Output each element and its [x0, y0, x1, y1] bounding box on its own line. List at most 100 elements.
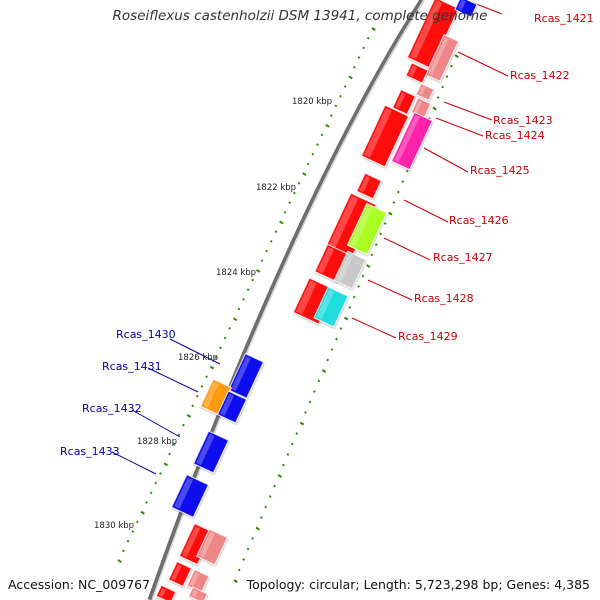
gene-label-rcas_1430[interactable]: Rcas_1430	[116, 328, 176, 341]
gene-label-rcas_1423[interactable]: Rcas_1423	[493, 114, 553, 127]
leader-line	[351, 317, 397, 339]
scale-tick	[311, 152, 315, 156]
scale-tick	[290, 442, 294, 446]
scale-tick	[159, 472, 162, 475]
scale-tick	[436, 96, 440, 99]
gene-label-rcas_1426[interactable]: Rcas_1426	[449, 214, 509, 227]
scale-tick	[405, 169, 409, 173]
gene-feature[interactable]	[292, 277, 336, 325]
genome-backbone	[147, 0, 425, 600]
leader-line	[131, 409, 181, 438]
gene-label-rcas_1425[interactable]: Rcas_1425	[470, 164, 530, 177]
scale-tick	[277, 474, 283, 478]
scale-tick	[168, 452, 171, 456]
scale-tick	[288, 201, 292, 205]
scale-tick	[232, 317, 238, 322]
scale-tick	[374, 243, 378, 246]
scale-tick	[357, 56, 361, 59]
kbp-label: 1824 kbp	[216, 268, 256, 278]
scale-tick	[274, 230, 278, 234]
scale-tick	[131, 530, 135, 533]
gene-feature[interactable]	[170, 474, 210, 518]
gene-feature[interactable]	[415, 83, 435, 101]
scale-tick	[163, 462, 169, 467]
scale-tick	[283, 210, 287, 214]
gene-feature[interactable]	[186, 568, 210, 594]
scale-ticks	[117, 27, 459, 583]
scale-tick	[348, 306, 352, 309]
page-title: Roseiflexus castenholzii DSM 13941, comp…	[112, 8, 488, 24]
gene-label-rcas_1422[interactable]: Rcas_1422	[510, 69, 570, 82]
gene-feature[interactable]	[391, 89, 417, 115]
gene-label-rcas_1424[interactable]: Rcas_1424	[485, 129, 545, 142]
scale-tick	[388, 211, 393, 216]
scale-tick	[427, 117, 431, 120]
gene-feature[interactable]	[356, 172, 382, 200]
leader-line	[383, 237, 431, 261]
scale-tick	[392, 201, 396, 204]
gene-feature[interactable]	[390, 111, 434, 171]
scale-tick	[255, 526, 260, 531]
gene-label-rcas_1433[interactable]: Rcas_1433	[60, 445, 120, 458]
kbp-label: 1826 kbp	[178, 353, 218, 363]
scale-tick	[321, 369, 327, 373]
gene-label-rcas_1429[interactable]: Rcas_1429	[398, 330, 458, 343]
gene-feature[interactable]	[155, 584, 177, 600]
gene-label-rcas_1431[interactable]: Rcas_1431	[102, 360, 162, 373]
scale-tick	[186, 414, 192, 418]
scale-tick	[259, 516, 263, 519]
gene-feature[interactable]	[196, 528, 228, 566]
leader-line	[111, 451, 157, 475]
scale-tick	[260, 259, 264, 263]
scale-tick	[223, 336, 227, 340]
gene-feature[interactable]	[424, 34, 460, 82]
scale-tick	[306, 162, 310, 166]
scale-tick	[454, 54, 459, 58]
gene-feature[interactable]	[313, 286, 349, 328]
kbp-label: 1828 kbp	[137, 437, 177, 447]
scale-tick	[334, 104, 338, 108]
scale-tick	[251, 537, 254, 540]
scale-tick	[242, 297, 245, 301]
leader-line	[169, 338, 221, 365]
scale-tick	[140, 510, 145, 515]
scale-tick	[182, 423, 185, 427]
scale-tick	[397, 190, 400, 194]
gene-label-rcas_1421[interactable]: Rcas_1421	[534, 12, 594, 25]
scale-tick	[325, 123, 330, 128]
scale-tick	[219, 346, 222, 350]
gene-feature[interactable]	[333, 250, 367, 290]
scale-tick	[450, 64, 453, 68]
gene-label-rcas_1427[interactable]: Rcas_1427	[433, 251, 493, 264]
kbp-label: 1822 kbp	[256, 183, 296, 193]
gene-feature[interactable]	[216, 390, 248, 424]
gene-feature[interactable]	[167, 561, 193, 587]
gene-label-rcas_1428[interactable]: Rcas_1428	[414, 292, 474, 305]
scale-tick	[316, 143, 319, 146]
scale-tick	[299, 421, 305, 426]
scale-tick	[214, 356, 218, 359]
gene-features	[155, 0, 478, 600]
gene-feature[interactable]	[192, 430, 230, 474]
scale-tick	[317, 379, 321, 383]
scale-tick	[228, 327, 232, 330]
scale-tick	[242, 558, 246, 561]
scale-tick	[326, 358, 330, 362]
gene-feature[interactable]	[227, 353, 265, 399]
gene-feature[interactable]	[405, 62, 429, 84]
scale-tick	[264, 505, 268, 509]
scale-tick	[362, 46, 365, 50]
leader-line	[457, 51, 509, 77]
scale-tick	[191, 404, 195, 408]
gene-feature[interactable]	[346, 202, 388, 256]
gene-feature[interactable]	[454, 0, 478, 18]
scale-tick	[329, 114, 333, 117]
scale-tick	[441, 85, 444, 89]
leader-line	[147, 367, 199, 393]
leader-line	[435, 117, 484, 137]
gene-label-rcas_1432[interactable]: Rcas_1432	[82, 402, 142, 415]
gene-feature[interactable]	[360, 104, 410, 168]
kbp-labels: 1820 kbp 1822 kbp 1824 kbp 1826 kbp 1828 kbp…	[94, 97, 332, 531]
